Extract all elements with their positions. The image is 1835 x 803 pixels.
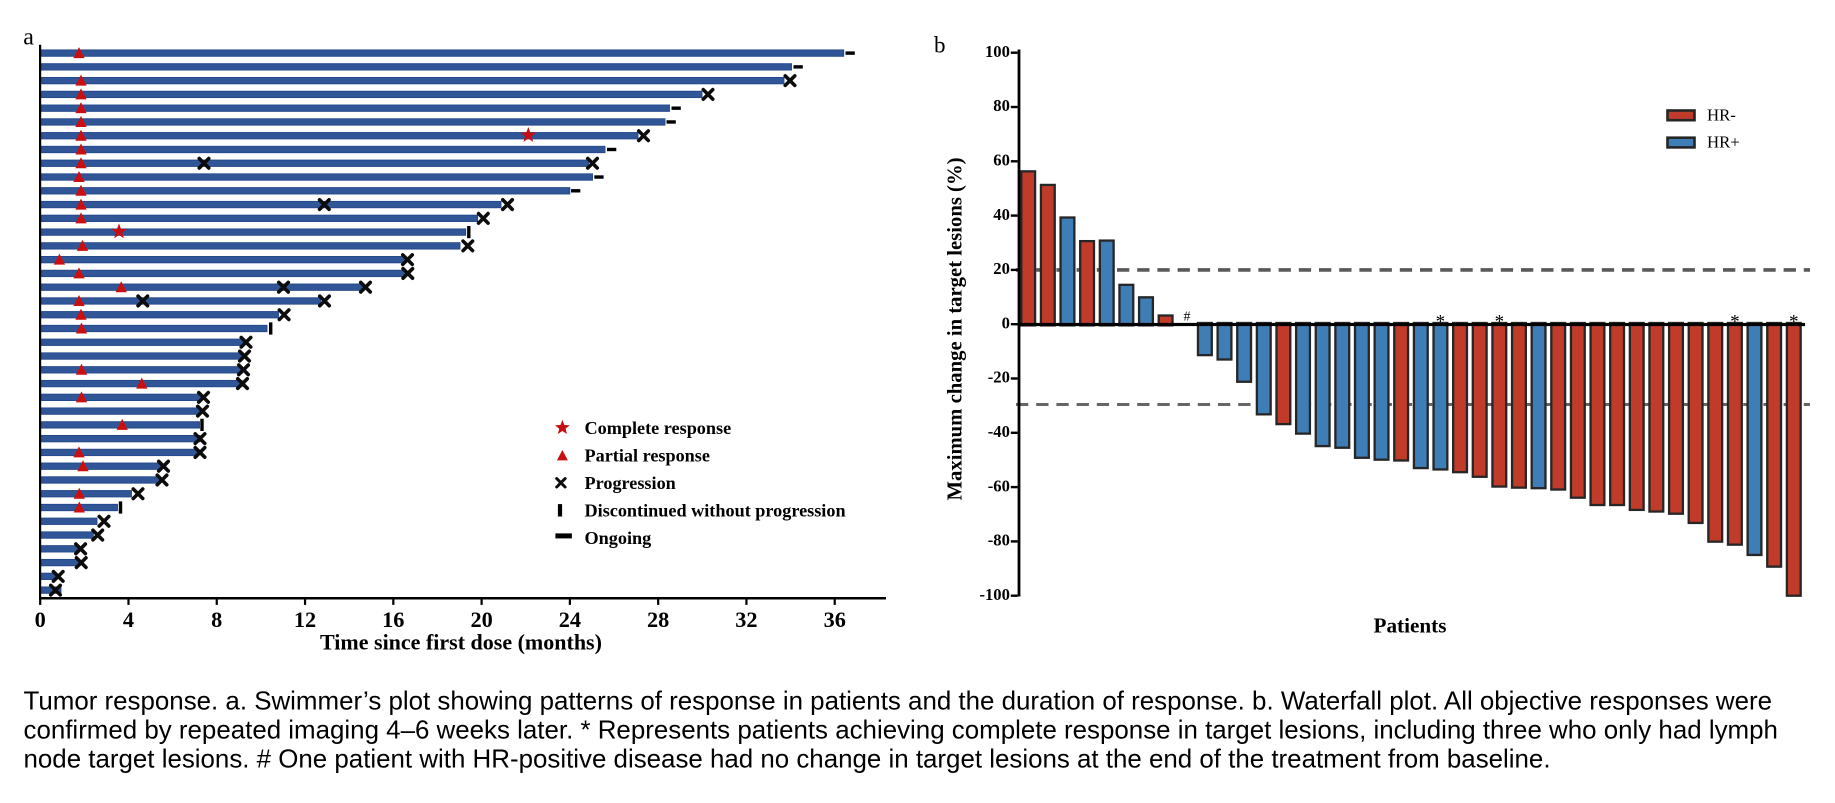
svg-text:-40: -40 xyxy=(988,422,1010,441)
svg-text:Progression: Progression xyxy=(585,473,676,493)
svg-text:-60: -60 xyxy=(988,476,1010,495)
svg-text:*: * xyxy=(1495,312,1505,333)
svg-text:40: 40 xyxy=(993,205,1010,224)
svg-text:*: * xyxy=(1789,312,1799,333)
svg-text:32: 32 xyxy=(735,607,757,632)
svg-text:Time since first dose (months): Time since first dose (months) xyxy=(320,630,602,655)
svg-text:80: 80 xyxy=(993,96,1010,115)
svg-text:*: * xyxy=(1436,312,1446,333)
svg-text:Maximum change in target lesio: Maximum change in target lesions (%) xyxy=(945,157,967,500)
svg-text:0: 0 xyxy=(1002,313,1010,332)
svg-text:20: 20 xyxy=(470,607,492,632)
svg-text:8: 8 xyxy=(211,607,222,632)
svg-text:20: 20 xyxy=(993,259,1010,278)
svg-text:Discontinued without progressi: Discontinued without progression xyxy=(585,501,846,521)
svg-text:a: a xyxy=(23,25,34,51)
svg-text:node target lesions. # One pat: node target lesions. # One patient with … xyxy=(24,745,1551,773)
svg-text:-100: -100 xyxy=(979,585,1009,604)
svg-text:HR+: HR+ xyxy=(1707,133,1740,152)
svg-text:12: 12 xyxy=(294,607,316,632)
svg-text:100: 100 xyxy=(985,42,1010,61)
svg-text:Complete response: Complete response xyxy=(585,418,732,438)
svg-text:0: 0 xyxy=(35,607,46,632)
svg-text:b: b xyxy=(934,33,946,58)
svg-text:#: # xyxy=(1184,310,1191,325)
svg-text:Ongoing: Ongoing xyxy=(585,528,652,548)
svg-text:36: 36 xyxy=(824,607,846,632)
svg-text:confirmed by repeated imaging: confirmed by repeated imaging 4–6 weeks … xyxy=(24,717,1778,745)
svg-text:28: 28 xyxy=(647,607,669,632)
svg-text:Partial response: Partial response xyxy=(585,446,710,466)
svg-text:*: * xyxy=(1730,312,1740,333)
svg-text:Patients: Patients xyxy=(1374,614,1447,638)
svg-text:Tumor response. a. Swimmer’s p: Tumor response. a. Swimmer’s plot showin… xyxy=(24,688,1773,716)
svg-text:-80: -80 xyxy=(988,531,1010,550)
svg-text:HR-: HR- xyxy=(1707,106,1736,125)
svg-text:24: 24 xyxy=(559,607,581,632)
svg-text:16: 16 xyxy=(382,607,404,632)
svg-text:-20: -20 xyxy=(988,368,1010,387)
svg-text:4: 4 xyxy=(123,607,134,632)
svg-text:60: 60 xyxy=(993,151,1010,170)
